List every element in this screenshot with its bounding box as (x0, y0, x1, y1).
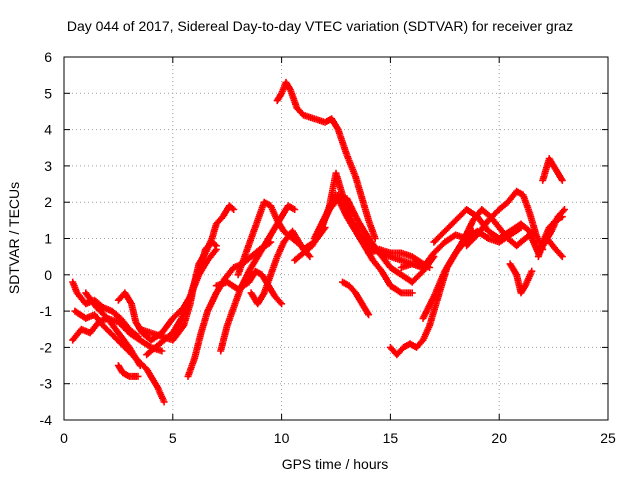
series-arc-14 (273, 78, 379, 242)
data-point-markers (317, 195, 416, 297)
series-arc-04 (114, 362, 142, 380)
series-arc-17 (317, 195, 416, 297)
series-arc-28 (539, 155, 566, 184)
series-arc-25 (506, 260, 536, 297)
series-arc-09 (184, 238, 275, 380)
data-point-markers (136, 202, 238, 344)
x-tick-label: 15 (383, 430, 399, 446)
data-points (69, 78, 568, 406)
y-tick-label: 0 (44, 267, 52, 283)
data-point-markers (217, 202, 299, 355)
series-arc-18 (339, 278, 373, 319)
x-tick-label: 0 (60, 430, 68, 446)
y-tick-label: 1 (44, 231, 52, 247)
data-point-markers (419, 206, 538, 322)
data-point-markers (339, 278, 373, 319)
data-point-markers (506, 260, 536, 297)
data-point-markers (184, 238, 275, 380)
series-arc-03 (71, 307, 168, 406)
series-arc-02 (69, 314, 144, 370)
y-tick-label: -3 (40, 376, 53, 392)
y-tick-label: -4 (40, 412, 53, 428)
series-arc-29 (534, 235, 566, 261)
y-tick-label: 6 (44, 49, 52, 65)
x-tick-label: 5 (169, 430, 177, 446)
x-tick-label: 25 (600, 430, 616, 446)
y-tick-label: 3 (44, 158, 52, 174)
series-arc-08 (143, 245, 220, 359)
data-point-markers (114, 362, 142, 380)
series-arc-24 (463, 187, 547, 253)
series-arc-10 (217, 202, 299, 355)
series-arc-22 (419, 206, 538, 322)
y-tick-label: 4 (44, 122, 52, 138)
x-axis-label: GPS time / hours (281, 456, 389, 472)
data-point-markers (539, 155, 566, 184)
chart-title: Day 044 of 2017, Sidereal Day-to-day VTE… (66, 18, 574, 34)
data-point-markers (71, 307, 168, 406)
series-arc-07 (136, 202, 238, 344)
data-point-markers (534, 235, 566, 261)
data-point-markers (463, 187, 547, 253)
x-tick-label: 20 (491, 430, 507, 446)
y-tick-label: 2 (44, 194, 52, 210)
data-point-markers (69, 314, 144, 370)
data-point-markers (273, 78, 379, 242)
axis-ticks: 0 5 10 15 20 25 -4 -3 -2 -1 0 1 2 3 4 5 6 (40, 49, 616, 446)
x-tick-label: 10 (274, 430, 290, 446)
y-tick-label: -1 (40, 303, 53, 319)
y-tick-label: -2 (40, 339, 53, 355)
y-tick-label: 5 (44, 85, 52, 101)
data-point-markers (143, 245, 220, 359)
